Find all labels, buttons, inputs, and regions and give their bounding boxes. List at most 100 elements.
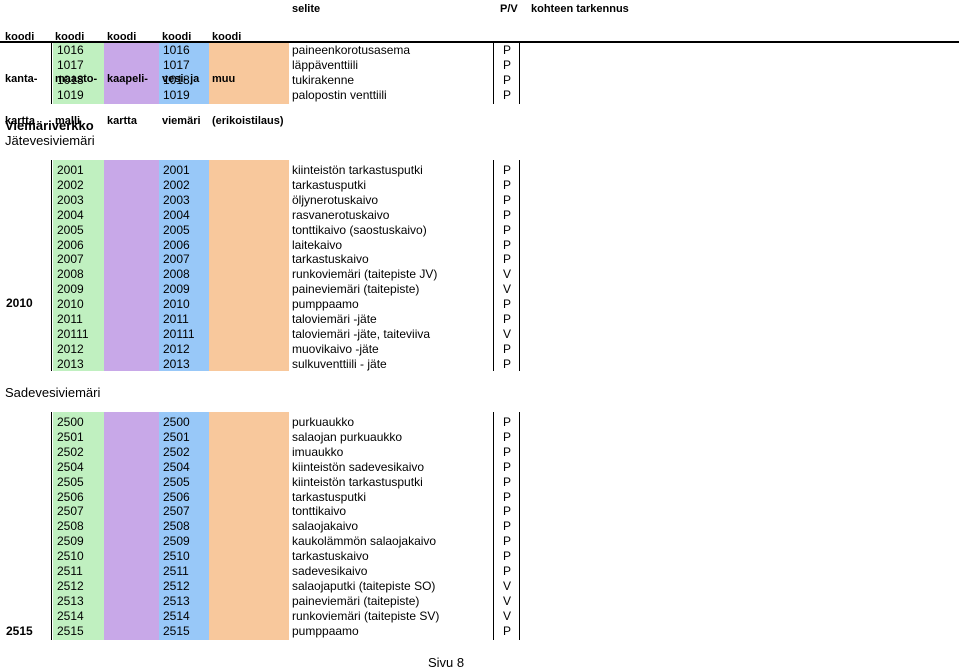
header-line: koodi [55, 31, 85, 43]
row-description: runkoviemäri (taitepiste SV) [292, 608, 440, 623]
maasto-code: 2504 [57, 459, 84, 474]
row-description: kiinteistön sadevesikaivo [292, 459, 425, 474]
vesi-code: 2505 [163, 474, 190, 489]
vesi-code: 2502 [163, 444, 190, 459]
row-pv: P [503, 623, 512, 638]
maasto-code: 2013 [57, 356, 84, 371]
column-band-kaapeli [104, 43, 159, 104]
maasto-code: 2510 [57, 549, 84, 564]
row-pv: P [503, 207, 512, 222]
header-line: muu [212, 73, 236, 85]
vesi-code: 2507 [163, 504, 190, 519]
row-description: tarkastusputki [292, 489, 367, 504]
header-line: vesi- ja [162, 73, 200, 85]
row-description: sadevesikaivo [292, 564, 368, 578]
row-pv: P [503, 43, 512, 57]
header-line: maasto- [55, 73, 98, 85]
maasto-code: 2001 [57, 163, 84, 177]
maasto-code: 2515 [57, 623, 84, 638]
maasto-code: 2511 [57, 564, 83, 578]
row-pv: P [503, 297, 512, 312]
table-border-pv [493, 412, 494, 640]
row-pv: P [503, 459, 512, 474]
row-description: kiinteistön tarkastusputki [292, 474, 423, 489]
header-line: (erikoistilaus) [212, 115, 284, 127]
row-pv: P [503, 549, 512, 564]
vesi-code: 1016 [163, 43, 190, 57]
row-pv: P [503, 252, 512, 267]
maasto-code: 2507 [57, 504, 84, 519]
vesi-code: 2013 [163, 356, 190, 371]
column-band-kaapeli [104, 412, 159, 640]
row-pv: P [503, 504, 512, 519]
column-band-maasto [53, 412, 104, 640]
header-col-kanta: koodi kanta- kartta [5, 2, 37, 156]
maasto-code: 2506 [57, 489, 84, 504]
row-pv: P [503, 177, 512, 192]
header-kohteen: kohteen tarkennus [531, 3, 629, 15]
maasto-code: 2008 [57, 267, 84, 282]
header-line: koodi [162, 31, 192, 43]
vesi-code: 2010 [163, 297, 190, 312]
row-pv: V [503, 326, 512, 341]
maasto-code: 2508 [57, 519, 84, 534]
row-description: tonttikaivo [292, 504, 347, 519]
table-border-pv [493, 160, 494, 371]
vesi-code: 2510 [163, 549, 190, 564]
table-border-left [51, 43, 52, 104]
vesi-code: 2012 [163, 341, 190, 356]
row-pv: V [503, 282, 512, 297]
vesi-code: 2515 [163, 623, 190, 638]
row-pv: P [503, 237, 512, 252]
header-col-kaapeli: koodi kaapeli- kartta [107, 2, 148, 156]
vesi-code: 2511 [163, 564, 189, 578]
section-title: Viemäriverkko [5, 118, 94, 133]
section-subtitle: Jätevesiviemäri [5, 133, 95, 148]
row-description: salaojakaivo [292, 519, 359, 534]
vesi-code: 2007 [163, 252, 190, 267]
maasto-code: 2514 [57, 608, 84, 623]
row-description: palopostin venttiili [292, 87, 387, 102]
kanta-code: 2515 [6, 624, 33, 638]
maasto-code: 2009 [57, 282, 84, 297]
row-description: laitekaivo [292, 237, 343, 252]
vesi-code: 2001 [163, 163, 190, 177]
row-description: taloviemäri -jäte, taiteviiva [292, 326, 431, 341]
row-pv: P [503, 356, 512, 371]
header-divider [0, 41, 959, 43]
row-pv: P [503, 474, 512, 489]
table-border-right [519, 160, 520, 371]
column-band-vesi [159, 412, 209, 640]
row-description: purkuaukko [292, 415, 355, 429]
row-pv: P [503, 87, 512, 102]
row-pv: V [503, 608, 512, 623]
vesi-code: 2506 [163, 489, 190, 504]
header-line: kanta- [5, 73, 38, 85]
header-col-maasto: koodi maasto- malli [55, 2, 97, 156]
header-line: kartta [5, 115, 35, 127]
vesi-code: 2504 [163, 459, 190, 474]
row-pv: P [503, 163, 512, 177]
maasto-code: 1017 [57, 57, 84, 72]
header-line: koodi [107, 31, 137, 43]
row-description: öljynerotuskaivo [292, 192, 379, 207]
row-pv: P [503, 564, 512, 578]
column-band-vesi [159, 43, 209, 104]
maasto-code: 2500 [57, 415, 84, 429]
page-number: Sivu 8 [428, 655, 465, 670]
row-pv: P [503, 341, 512, 356]
vesi-code: 2008 [163, 267, 190, 282]
row-description: sulkuventtiili - jäte [292, 356, 387, 371]
header-pv: P/V [500, 3, 518, 15]
maasto-code: 2501 [57, 429, 84, 444]
row-pv: P [503, 57, 512, 72]
vesi-code: 2002 [163, 177, 190, 192]
maasto-code: 1016 [57, 43, 84, 57]
row-pv: P [503, 72, 512, 87]
row-description: imuaukko [292, 444, 344, 459]
maasto-code: 2010 [57, 297, 84, 312]
vesi-code: 2512 [163, 578, 190, 593]
kanta-code: 2010 [6, 296, 33, 310]
vesi-code: 2514 [163, 608, 190, 623]
maasto-code: 2004 [57, 207, 84, 222]
